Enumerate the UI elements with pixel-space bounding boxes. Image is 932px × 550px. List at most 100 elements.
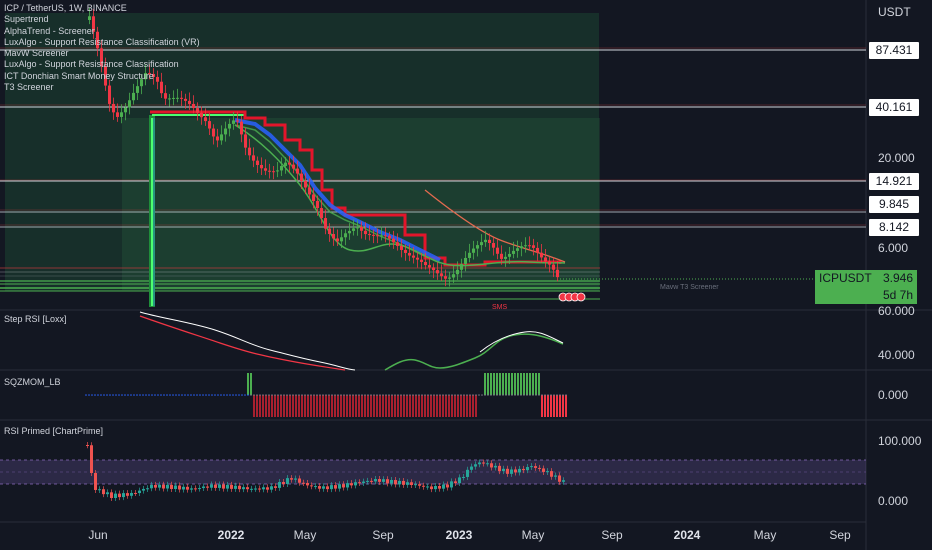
candle[interactable] (228, 118, 231, 137)
candle[interactable] (316, 195, 319, 216)
candle[interactable] (148, 64, 151, 80)
candle[interactable] (204, 108, 207, 126)
candle[interactable] (404, 244, 407, 261)
candle[interactable] (280, 157, 283, 176)
candle[interactable] (232, 111, 235, 130)
candle[interactable] (384, 227, 387, 243)
candle[interactable] (276, 161, 279, 178)
indicator-alphatrend[interactable]: AlphaTrend - Screener (4, 25, 95, 36)
candle[interactable] (548, 256, 551, 273)
candle[interactable] (492, 237, 495, 256)
candle[interactable] (484, 230, 487, 247)
candle[interactable] (500, 245, 503, 265)
candle[interactable] (452, 265, 455, 284)
candle[interactable] (540, 244, 543, 263)
candle[interactable] (224, 121, 227, 142)
candle[interactable] (556, 260, 559, 282)
candle[interactable] (168, 94, 171, 107)
candle[interactable] (336, 229, 339, 246)
candle[interactable] (92, 9, 95, 39)
candle[interactable] (460, 258, 463, 278)
candle[interactable] (552, 257, 555, 277)
candle[interactable] (140, 74, 143, 95)
candle[interactable] (108, 79, 111, 112)
indicator-luxalgo-vr[interactable]: LuxAlgo - Support Resistance Classificat… (4, 36, 200, 47)
candle[interactable] (504, 251, 507, 267)
candle[interactable] (388, 231, 391, 247)
candle[interactable] (184, 93, 187, 109)
candle[interactable] (252, 147, 255, 168)
rsi-primed-candles[interactable] (86, 442, 565, 501)
candles[interactable] (88, 7, 559, 287)
symbol-line[interactable]: ICP / TetherUS, 1W, BINANCE (4, 3, 127, 13)
indicator-supertrend[interactable]: Supertrend (4, 14, 49, 25)
candle[interactable] (364, 222, 367, 240)
candle[interactable] (100, 40, 103, 73)
candle[interactable] (448, 271, 451, 287)
candle[interactable] (212, 124, 215, 145)
candle[interactable] (120, 104, 123, 124)
candle[interactable] (256, 156, 259, 173)
candle[interactable] (536, 242, 539, 261)
candle[interactable] (104, 57, 107, 91)
candle[interactable] (408, 244, 411, 262)
candle[interactable] (116, 103, 119, 122)
candle[interactable] (300, 169, 303, 189)
candle[interactable] (344, 229, 347, 246)
candle[interactable] (268, 163, 271, 179)
candle[interactable] (288, 156, 291, 173)
candle[interactable] (528, 236, 531, 251)
candle[interactable] (496, 239, 499, 260)
sqzmom-histogram[interactable] (85, 373, 567, 417)
candle[interactable] (312, 187, 315, 209)
candle[interactable] (376, 228, 379, 244)
candle[interactable] (248, 138, 251, 161)
candle[interactable] (236, 111, 239, 128)
candle[interactable] (320, 199, 323, 224)
candle[interactable] (444, 269, 447, 287)
indicator-ict-donchian[interactable]: ICT Donchian Smart Money Structure (4, 70, 154, 81)
candle[interactable] (412, 247, 415, 264)
candle[interactable] (360, 221, 363, 239)
candle[interactable] (264, 159, 267, 176)
indicator-mavw[interactable]: MavW Screener (4, 48, 69, 59)
candle[interactable] (348, 223, 351, 240)
candle[interactable] (88, 7, 91, 25)
candle[interactable] (96, 26, 99, 57)
candle[interactable] (156, 70, 159, 90)
candle[interactable] (520, 241, 523, 257)
candle[interactable] (456, 261, 459, 281)
candle[interactable] (468, 243, 471, 263)
candle[interactable] (428, 257, 431, 275)
candle[interactable] (508, 246, 511, 265)
candle[interactable] (136, 79, 139, 101)
indicator-t3[interactable]: T3 Screener (4, 82, 54, 93)
candle[interactable] (352, 219, 355, 236)
candle[interactable] (480, 234, 483, 252)
indicator-luxalgo[interactable]: LuxAlgo - Support Resistance Classificat… (4, 59, 179, 70)
candle[interactable] (176, 88, 179, 103)
candle[interactable] (124, 103, 127, 121)
candle[interactable] (440, 264, 443, 281)
candle[interactable] (216, 128, 219, 148)
candle[interactable] (396, 233, 399, 251)
candle[interactable] (328, 223, 331, 242)
candle[interactable] (488, 233, 491, 251)
candle[interactable] (272, 165, 275, 180)
candle[interactable] (128, 92, 131, 115)
pane-label-step-rsi[interactable]: Step RSI [Loxx] (4, 314, 67, 324)
pane-label-sqzmom[interactable]: SQZMOM_LB (4, 377, 61, 387)
candle[interactable] (188, 92, 191, 110)
candle[interactable] (112, 97, 115, 120)
candle[interactable] (416, 252, 419, 268)
candle[interactable] (476, 240, 479, 257)
candle[interactable] (380, 226, 383, 241)
candle[interactable] (200, 106, 203, 125)
candle[interactable] (432, 263, 435, 279)
candle[interactable] (260, 157, 263, 176)
candle[interactable] (192, 95, 195, 114)
candle[interactable] (424, 253, 427, 270)
candle[interactable] (144, 64, 147, 86)
candle[interactable] (324, 209, 327, 235)
candle[interactable] (160, 72, 163, 99)
